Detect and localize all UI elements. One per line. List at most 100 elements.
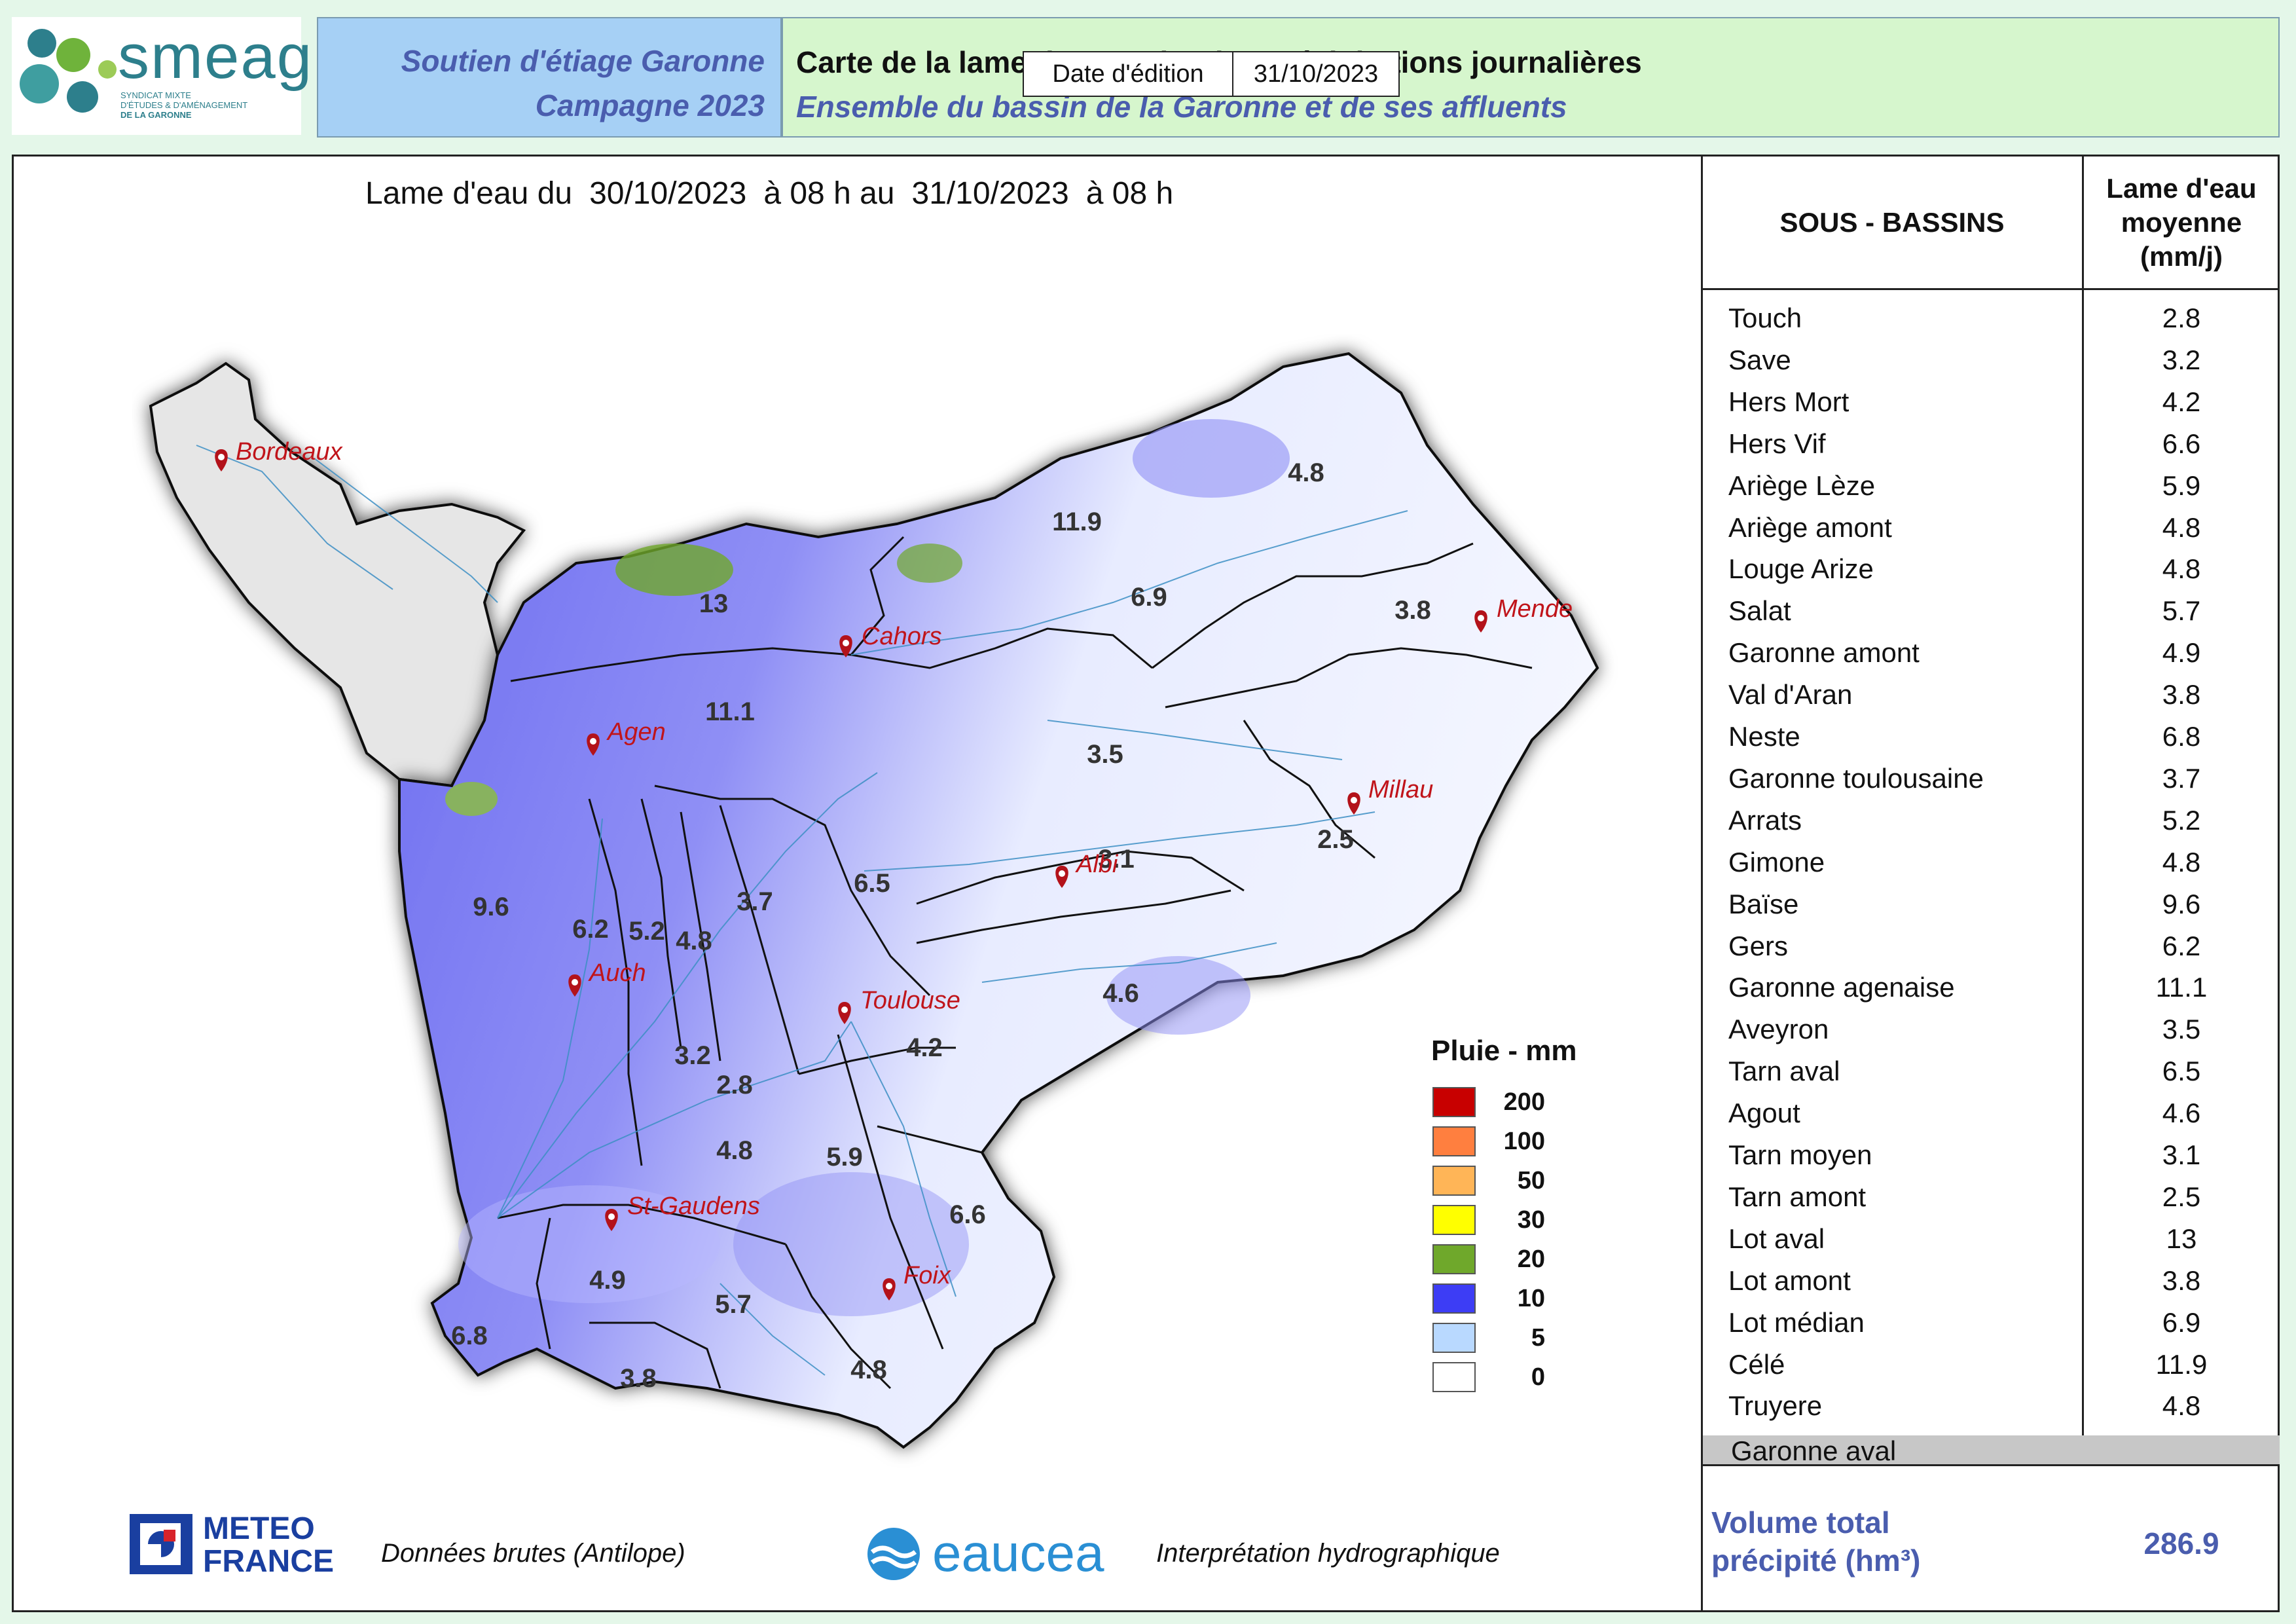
sub-basin-value: 9.6: [2162, 889, 2201, 919]
legend-label: 0: [1531, 1363, 1545, 1391]
city-pin-foix: Foix: [883, 1262, 952, 1301]
legend-swatch: [1432, 1283, 1476, 1314]
sub-basin-value: 11.1: [2155, 972, 2208, 1003]
city-label: Mende: [1497, 595, 1573, 623]
sub-basin-value: 2.8: [2162, 303, 2201, 333]
basin-map: 4.8 11.9 13 6.9 3.8 11.1 3.5 2.5 3.1 6.5…: [149, 352, 1599, 1449]
city-label: Foix: [903, 1262, 952, 1289]
river-network: [196, 445, 1408, 1376]
sub-basin-name: Garonne toulousaine: [1728, 763, 1984, 794]
sub-basin-value: 6.9: [2162, 1307, 2201, 1338]
sub-basin-value: 3.5: [2162, 1014, 2201, 1044]
sub-basin-name: Tarn aval: [1728, 1056, 1840, 1086]
sub-basin-value: 3.7: [2162, 763, 2201, 794]
city-label: Toulouse: [860, 987, 960, 1014]
period-caption: Lame d'eau du 30/10/2023 à 08 h au 31/10/20…: [365, 176, 1174, 211]
table-divider: [1701, 155, 1703, 1612]
rain-patch-10mm: [733, 1172, 969, 1316]
sub-basin-value: 4.2: [2162, 386, 2201, 417]
data-source-text: Données brutes (Antilope): [381, 1539, 685, 1568]
sub-basin-value: 6.5: [2162, 1056, 2201, 1086]
sub-basin-value: 6.6: [2162, 428, 2201, 459]
legend-label: 100: [1503, 1128, 1545, 1155]
city-label: Auch: [588, 959, 646, 987]
basin-value: 2.5: [1317, 825, 1354, 854]
sub-basin-value: 4.8: [2162, 512, 2201, 543]
basin-value: 5.7: [715, 1290, 752, 1319]
basin-value: 4.6: [1102, 979, 1139, 1008]
legend-label: 50: [1517, 1167, 1545, 1194]
city-pin-bordeaux: Bordeaux: [215, 438, 344, 471]
table-header-sub-basins: SOUS - BASSINS: [1779, 207, 2005, 238]
basin-value: 6.8: [451, 1321, 488, 1350]
sub-basin-name: Garonne agenaise: [1728, 972, 1955, 1003]
table-header-rainfall: Lame d'eau moyenne (mm/j): [2106, 173, 2257, 272]
sub-basin-name: Truyere: [1728, 1390, 1823, 1421]
sub-basin-value: 3.8: [2162, 679, 2201, 710]
legend-swatch: [1432, 1087, 1476, 1117]
basin-value: 4.8: [716, 1136, 753, 1165]
legend-swatch: [1432, 1362, 1476, 1392]
basin-value: 3.7: [737, 887, 773, 916]
rain-patch-10mm: [1106, 956, 1250, 1035]
sub-basin-boundaries: [497, 536, 1533, 1390]
basin-value: 4.8: [850, 1356, 887, 1384]
legend-swatch: [1432, 1205, 1476, 1235]
legend-swatch: [1432, 1126, 1476, 1156]
basin-value: 9.6: [473, 893, 509, 921]
sub-basin-name: Hers Mort: [1728, 386, 1850, 417]
smeag-logo-icon: [20, 29, 117, 113]
basin-value: 5.2: [629, 917, 665, 946]
sub-basin-name: Lot aval: [1728, 1223, 1825, 1254]
total-volume-label: Volume total précipité (hm³): [1711, 1505, 1921, 1578]
meteo-france-logo-icon: [130, 1514, 192, 1574]
sub-basin-name: Agout: [1728, 1098, 1800, 1128]
meteo-france-logo-text: METEO FRANCE: [203, 1511, 334, 1579]
sub-basin-value: 4.8: [2162, 847, 2201, 877]
table-divider: [1701, 288, 2280, 290]
basin-value: 4.9: [589, 1266, 626, 1295]
campaign-line-2: Campagne 2023: [535, 88, 765, 122]
sub-basin-name: Ariège Lèze: [1728, 470, 1876, 501]
sub-basin-name: Tarn amont: [1728, 1181, 1867, 1212]
sub-basin-name: Garonne amont: [1728, 637, 1920, 668]
legend-swatch: [1432, 1244, 1476, 1274]
sub-basin-name: Arrats: [1728, 805, 1802, 836]
sub-basin-value: 3.1: [2162, 1139, 2201, 1170]
basin-value: 6.6: [949, 1200, 986, 1229]
eaucea-logo-icon: [867, 1528, 920, 1580]
city-pin-agen: Agen: [587, 718, 666, 756]
city-label: Albi: [1075, 851, 1119, 878]
date-value: 31/10/2023: [1253, 60, 1379, 88]
sub-basin-name: Neste: [1728, 721, 1800, 752]
sub-basin-value: 4.6: [2162, 1098, 2201, 1128]
city-label: Bordeaux: [236, 438, 344, 466]
interpretation-text: Interprétation hydrographique: [1156, 1539, 1500, 1568]
basin-value-labels: 4.8 11.9 13 6.9 3.8 11.1 3.5 2.5 3.1 6.5…: [451, 458, 1431, 1393]
garonne-aval-region: [149, 361, 526, 788]
sub-basin-name: Tarn moyen: [1728, 1139, 1872, 1170]
city-pin-auch: Auch: [568, 959, 646, 997]
legend-label: 10: [1517, 1285, 1545, 1312]
city-label: Millau: [1368, 776, 1433, 803]
sub-basin-name: Célé: [1728, 1349, 1785, 1380]
basin-value: 3.5: [1087, 740, 1123, 769]
sub-basin-value: 3.2: [2162, 344, 2201, 375]
garonne-aval-label: Garonne aval: [1731, 1435, 1897, 1466]
basin-value: 13: [699, 589, 729, 618]
rain-patch-20mm: [445, 782, 498, 816]
legend-label: 200: [1503, 1088, 1545, 1116]
logo-box: smeag SYNDICAT MIXTE D'ÉTUDES & D'AMÉNAG…: [12, 17, 312, 135]
basin-value: 3.1: [1098, 845, 1135, 874]
city-label: St-Gaudens: [627, 1192, 760, 1220]
rain-patch-20mm: [897, 544, 962, 583]
basin-value: 4.8: [676, 927, 712, 955]
rain-patch-20mm: [615, 544, 733, 596]
basin-value: 5.9: [826, 1143, 863, 1172]
sub-basin-value: 4.8: [2162, 553, 2201, 584]
sub-basin-value: 4.9: [2162, 637, 2201, 668]
basin-value: 6.2: [572, 915, 609, 944]
city-pin-mende: Mende: [1474, 595, 1573, 633]
sub-basin-value: 2.5: [2162, 1181, 2201, 1212]
legend-swatch: [1432, 1323, 1476, 1353]
